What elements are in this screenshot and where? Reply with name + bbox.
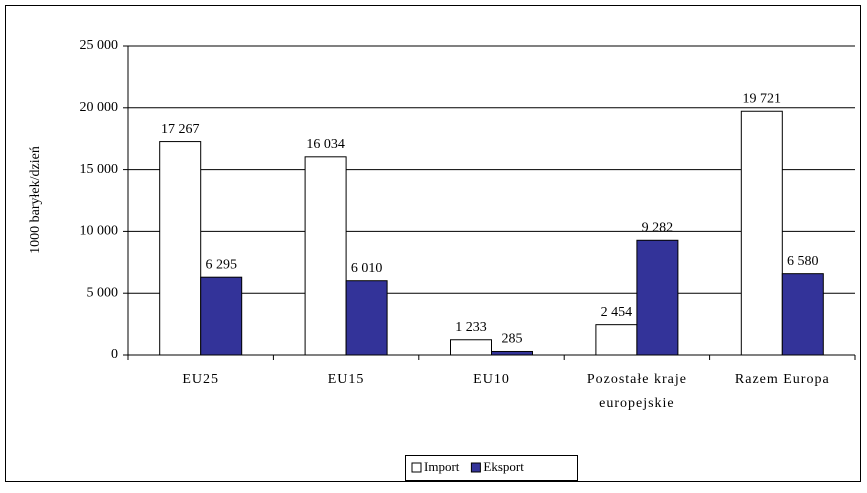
legend-swatch [411, 462, 422, 473]
x-tick-label: Razem Europa [734, 372, 830, 387]
bar [781, 273, 824, 356]
y-tick-label: 0 [111, 347, 118, 362]
y-tick-label: 5 000 [87, 285, 119, 300]
bar [159, 141, 202, 356]
y-tick-label: 15 000 [80, 162, 119, 177]
y-axis-label: 1000 baryłek/dzień [28, 146, 43, 254]
x-tick-label: EU10 [473, 372, 510, 387]
y-tick-label: 10 000 [80, 224, 119, 239]
y-tick-label: 25 000 [80, 38, 119, 53]
data-label: 19 721 [743, 91, 782, 106]
bar [595, 324, 638, 356]
data-label: 16 034 [306, 137, 345, 152]
x-tick-label-box: EU25 [182, 372, 220, 387]
legend-frame [405, 455, 578, 481]
data-label: 2 454 [601, 305, 633, 320]
bar [740, 110, 783, 356]
data-label: 285 [502, 332, 523, 347]
bar [345, 280, 388, 356]
data-label: 17 267 [161, 122, 200, 137]
legend-label: Eksport [483, 459, 524, 474]
legend: Import Eksport [405, 455, 578, 481]
x-tick-label: EU15 [327, 372, 365, 387]
x-tick-label-box: EU15 [327, 372, 365, 387]
data-label: 6 580 [787, 254, 819, 269]
chart-frame [5, 5, 861, 482]
bar [304, 156, 347, 356]
x-tick-label-box: Pozostałe kraje europejskie [586, 372, 687, 411]
bar [450, 339, 492, 356]
y-tick-label: 20 000 [80, 100, 119, 115]
data-label: 6 010 [351, 261, 383, 276]
bar [636, 239, 679, 356]
legend-label: Import [424, 459, 460, 474]
legend-swatch [470, 462, 481, 473]
bar [491, 350, 533, 356]
data-label: 6 295 [205, 257, 237, 272]
data-label: 9 282 [642, 220, 674, 235]
x-tick-label: Pozostałe kraje europejskie [586, 372, 687, 411]
x-tick-label-box: Razem Europa [734, 372, 830, 387]
bar [200, 276, 243, 356]
x-tick-label-box: EU10 [473, 372, 510, 387]
x-tick-label: EU25 [182, 372, 220, 387]
data-label: 1 233 [455, 320, 487, 335]
